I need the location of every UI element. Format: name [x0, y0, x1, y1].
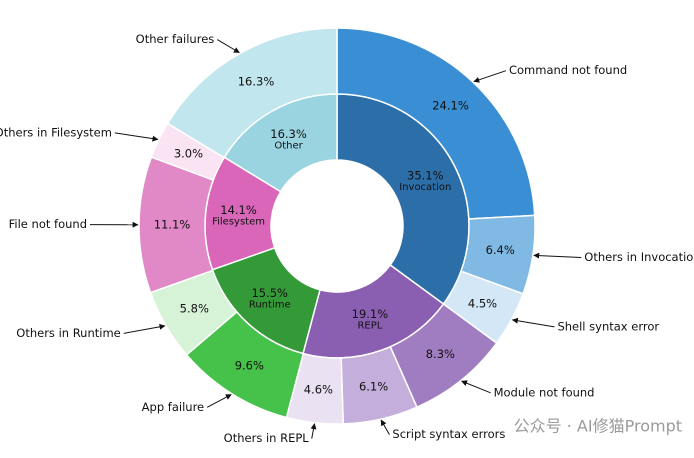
- annotation: Module not found: [494, 385, 595, 399]
- annotation: Command not found: [509, 63, 627, 77]
- annotation: File not found: [9, 217, 87, 231]
- value-label: 24.1%: [432, 99, 469, 113]
- annotation-arrow: [217, 40, 239, 53]
- value-label: 6.4%: [486, 243, 515, 257]
- value-label: 15.5%: [251, 286, 288, 300]
- annotation-arrow: [115, 133, 158, 140]
- annotation-arrow: [474, 71, 506, 82]
- value-label: 4.5%: [468, 296, 497, 310]
- annotation: Shell syntax error: [557, 319, 659, 333]
- annotation: Others in REPL: [224, 431, 310, 445]
- value-label: 14.1%: [220, 203, 257, 217]
- value-label: 11.1%: [154, 217, 191, 231]
- value-label: 16.3%: [270, 127, 307, 141]
- value-label: 35.1%: [407, 169, 444, 183]
- value-label: 4.6%: [304, 382, 333, 396]
- value-label: 8.3%: [426, 347, 455, 361]
- annotation-arrow: [534, 255, 581, 257]
- annotation: Other failures: [136, 32, 215, 46]
- annotation-arrow: [512, 320, 554, 327]
- annotation: Others in Filesystem: [0, 125, 112, 139]
- category-label: Invocation: [399, 182, 451, 193]
- annotation: Script syntax errors: [392, 427, 505, 441]
- annotation: Others in Runtime: [16, 326, 120, 340]
- watermark: 公众号 · AI修猫Prompt: [514, 417, 682, 436]
- annotation: App failure: [142, 400, 204, 414]
- value-label: 9.6%: [235, 358, 264, 372]
- category-label: Filesystem: [212, 217, 265, 228]
- category-label: REPL: [357, 320, 382, 331]
- annotation-arrow: [462, 381, 491, 393]
- annotation-arrow: [207, 395, 231, 408]
- value-label: 3.0%: [174, 147, 203, 161]
- annotation-arrow: [312, 424, 315, 439]
- value-label: 6.1%: [359, 379, 388, 393]
- annotation-arrow: [381, 420, 389, 435]
- category-label: Runtime: [249, 300, 291, 311]
- annotation-arrow: [124, 326, 165, 334]
- value-label: 16.3%: [238, 75, 275, 89]
- category-label: Other: [274, 141, 303, 152]
- value-label: 5.8%: [180, 301, 209, 315]
- value-label: 19.1%: [352, 307, 389, 321]
- annotation: Others in Invocation: [584, 250, 694, 264]
